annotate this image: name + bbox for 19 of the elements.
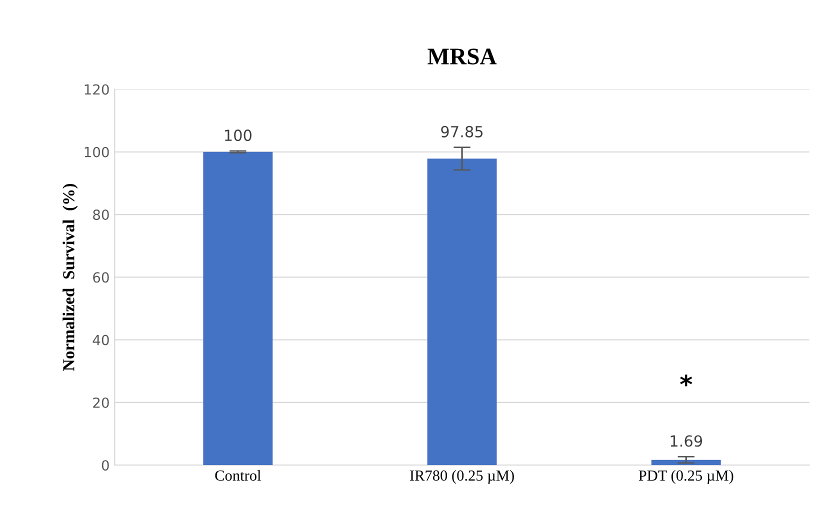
- annotation: *: [680, 374, 692, 386]
- y-tick-label: 60: [93, 272, 109, 283]
- chart-title: MRSA: [428, 48, 497, 64]
- bar: [203, 152, 273, 466]
- y-axis-title: Normalized Survival (%): [62, 184, 78, 371]
- y-tick-label: 0: [102, 460, 109, 471]
- x-tick-label: IR780 (0.25 µM): [410, 470, 514, 484]
- data-label: 100: [225, 129, 252, 142]
- data-label: 97.85: [441, 126, 483, 138]
- bar: [651, 460, 721, 466]
- y-tick-label: 120: [84, 84, 109, 95]
- x-tick-label: PDT (0.25 µM): [638, 470, 734, 484]
- y-tick-label: 40: [92, 334, 109, 346]
- y-tick-label: 20: [93, 397, 109, 408]
- y-tick-label: 80: [93, 210, 109, 220]
- y-tick-label: 100: [84, 146, 109, 158]
- data-label: 1.69: [670, 435, 702, 447]
- x-tick-label: Control: [215, 470, 261, 481]
- bar: [427, 158, 497, 466]
